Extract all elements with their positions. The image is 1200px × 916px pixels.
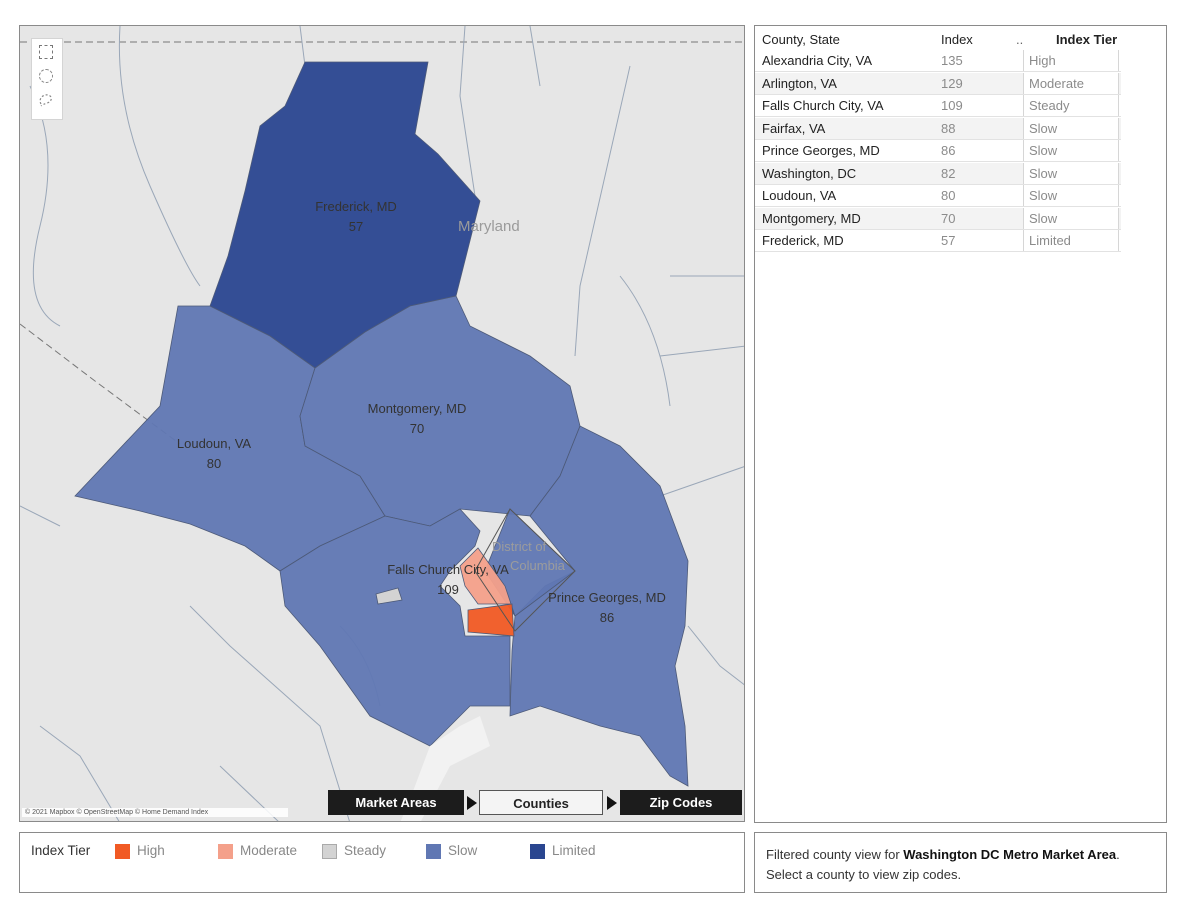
index-cell: 57 [941,233,956,248]
legend-label: High [137,843,165,858]
table-row[interactable]: Fairfax, VA 88 Slow [755,117,1121,140]
info-text: Filtered county view for Washington DC M… [766,845,1120,885]
sort-indicator[interactable]: .. [1016,32,1024,47]
basemap-boundaries [20,26,744,821]
dc-boundary [474,508,576,632]
district-label-line1: District of [492,539,547,554]
region-name: Prince Georges, MD [548,590,666,605]
index-cell: 109 [941,98,963,113]
index-cell: 86 [941,143,956,158]
tier-cell: Slow [1023,185,1119,206]
index-cell: 135 [941,53,963,68]
region-label-falls-church: Falls Church City, VA 109 [387,560,509,600]
district-label: District of [492,538,546,556]
info-line-2: Select a county to view zip codes. [766,867,962,882]
map-canvas[interactable] [20,26,745,822]
legend-swatch [530,844,545,859]
choropleth-map[interactable]: Maryland District of Columbia Frederick,… [19,25,745,822]
zip-codes-button[interactable]: Zip Codes [620,790,742,815]
county-cell: Loudoun, VA [762,188,837,203]
legend-label: Moderate [240,843,298,858]
county-index-table: County, State Index .. Index Tier Alexan… [754,25,1167,823]
index-cell: 82 [941,165,956,181]
index-cell: 70 [941,210,956,226]
counties-button[interactable]: Counties [479,790,603,815]
index-cell: 88 [941,120,956,136]
legend-label: Slow [448,843,478,858]
state-label-maryland: Maryland [458,218,520,235]
region-name: Frederick, MD [315,199,397,214]
table-row[interactable]: Falls Church City, VA 109 Steady [755,95,1121,117]
tier-cell: Slow [1023,117,1119,139]
tier-column-header[interactable]: Index Tier [1056,32,1118,47]
nav-arrow-icon [607,796,617,810]
info-suffix: . [1116,847,1120,862]
table-header: County, State Index .. Index Tier [755,30,1125,50]
info-caption: Filtered county view for Washington DC M… [754,832,1167,893]
district-label-line2: Columbia [510,558,565,573]
market-area-name: Washington DC Metro Market Area [903,847,1117,862]
table-row[interactable]: Washington, DC 82 Slow [755,162,1121,185]
tier-cell: Slow [1023,162,1119,184]
county-cell: Falls Church City, VA [762,98,884,113]
region-label-prince-georges: Prince Georges, MD 86 [548,588,666,628]
region-name: Falls Church City, VA [387,562,509,577]
table-row[interactable]: Prince Georges, MD 86 Slow [755,140,1121,162]
district-label-2: Columbia [510,557,565,575]
nav-arrow-icon [467,796,477,810]
county-column-header[interactable]: County, State [762,32,840,47]
index-cell: 80 [941,188,956,203]
county-cell: Prince Georges, MD [762,143,880,158]
region-label-loudoun: Loudoun, VA 80 [177,434,251,474]
lasso-select-icon[interactable] [38,92,54,108]
county-cell: Washington, DC [762,165,857,181]
tier-cell: Moderate [1023,72,1119,94]
table-row[interactable]: Alexandria City, VA 135 High [755,50,1121,72]
county-cell: Arlington, VA [762,75,837,91]
county-cell: Fairfax, VA [762,120,826,136]
region-index: 70 [409,421,425,436]
table-row[interactable]: Arlington, VA 129 Moderate [755,72,1121,95]
table-row[interactable]: Frederick, MD 57 Limited [755,230,1121,252]
tier-legend: Index Tier High Moderate Steady Slow Limited [19,832,745,893]
info-line-1: Filtered county view for Washington DC M… [766,845,1120,865]
index-cell: 129 [941,75,963,91]
tier-cell: Limited [1023,230,1119,251]
region-index: 57 [348,219,364,234]
legend-swatch [115,844,130,859]
tier-cell: Steady [1023,95,1119,116]
county-cell: Frederick, MD [762,233,844,248]
table-row[interactable]: Montgomery, MD 70 Slow [755,207,1121,230]
map-attribution[interactable]: © 2021 Mapbox © OpenStreetMap © Home Dem… [22,808,288,817]
region-name: Loudoun, VA [176,436,252,451]
legend-swatch [426,844,441,859]
radial-select-icon[interactable] [39,69,53,83]
region-falls-church[interactable] [375,587,403,605]
region-index: 86 [599,610,615,625]
legend-label: Limited [552,843,596,858]
region-index: 109 [437,582,459,597]
index-column-header[interactable]: Index [941,32,973,47]
county-cell: Alexandria City, VA [762,53,873,68]
rectangle-select-icon[interactable] [39,45,53,59]
legend-swatch [218,844,233,859]
region-name: Montgomery, MD [367,401,467,416]
tier-cell: Slow [1023,140,1119,161]
market-areas-button[interactable]: Market Areas [328,790,464,815]
region-label-frederick: Frederick, MD 57 [315,197,397,237]
county-polygons[interactable] [74,61,689,787]
tier-cell: Slow [1023,207,1119,229]
table-row[interactable]: Loudoun, VA 80 Slow [755,185,1121,207]
info-prefix: Filtered county view for [766,847,904,862]
map-selection-toolbar [31,38,63,120]
tier-cell: High [1023,50,1119,71]
region-fairfax[interactable] [279,508,511,747]
legend-title: Index Tier [31,843,91,858]
legend-label: Steady [344,843,387,858]
county-cell: Montgomery, MD [762,210,861,226]
region-prince-georges[interactable] [509,425,689,787]
region-index: 80 [206,456,222,471]
legend-swatch [322,844,337,859]
region-label-montgomery: Montgomery, MD 70 [368,399,467,439]
